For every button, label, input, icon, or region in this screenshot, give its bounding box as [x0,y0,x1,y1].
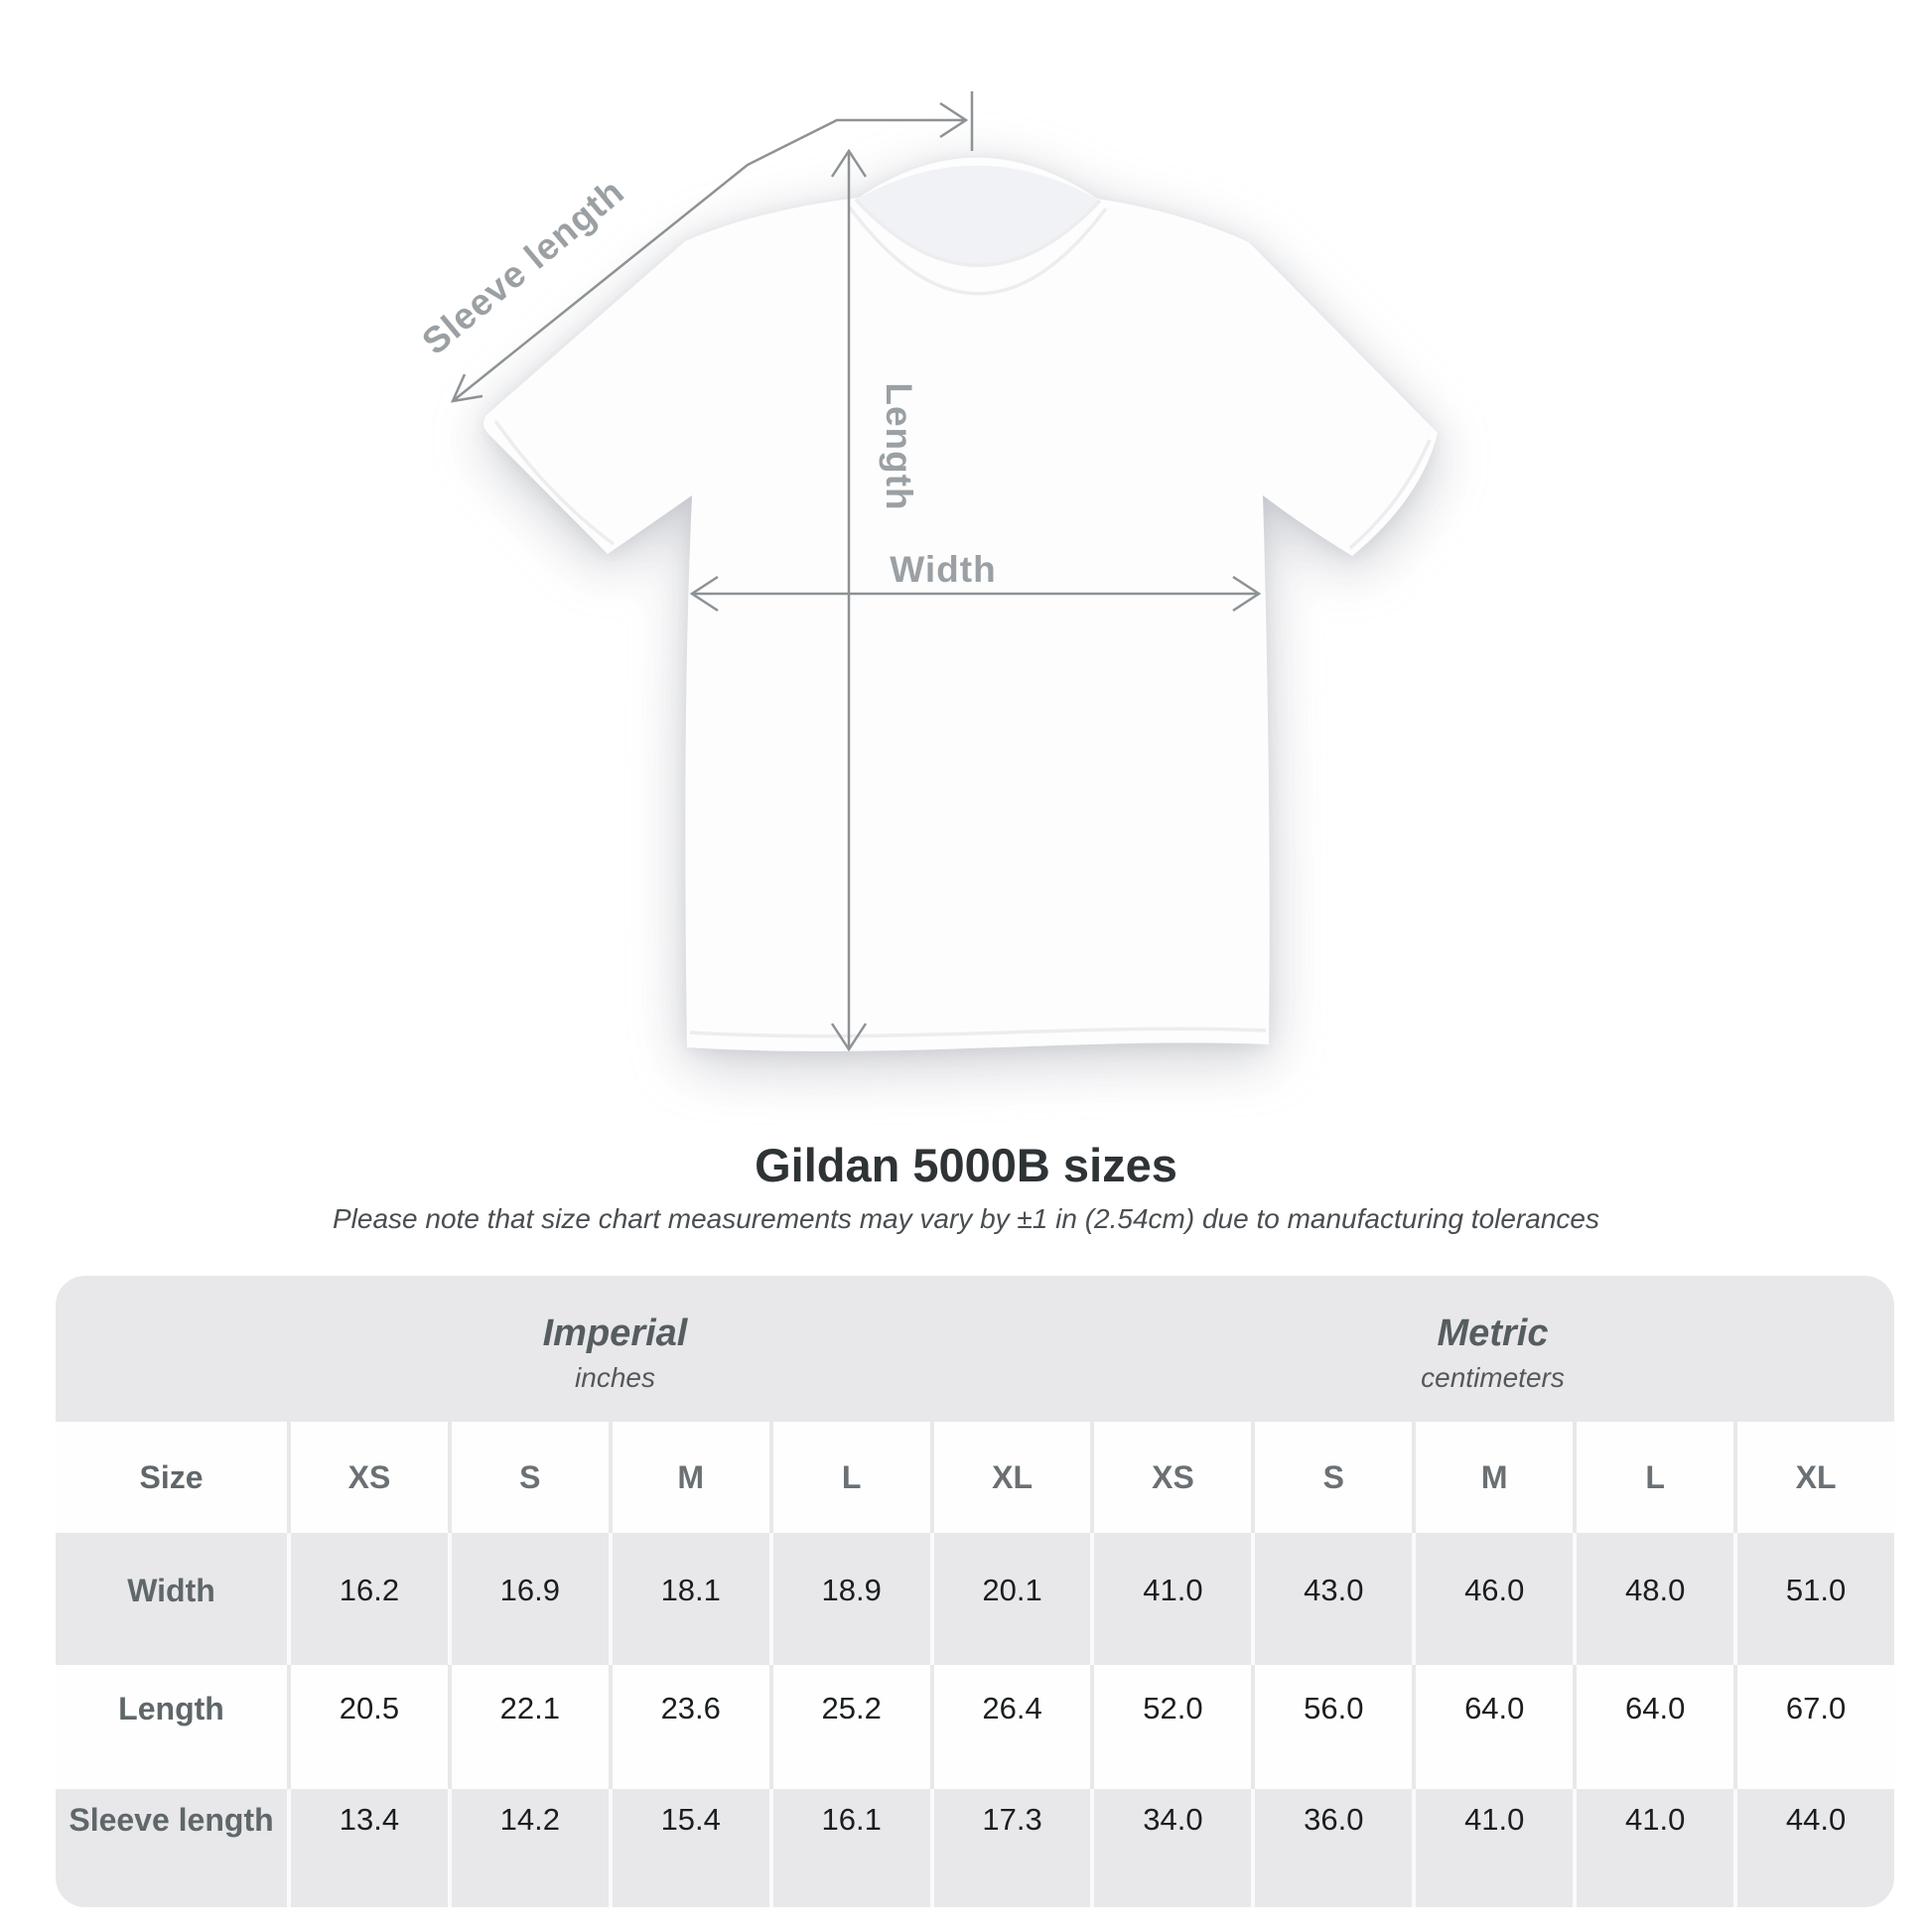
corner-header-size: Size [139,1458,204,1495]
cell-value: 13.4 [287,1789,448,1907]
width-label: Width [890,549,996,590]
cell-value: 25.2 [768,1665,930,1789]
width-arrow-right-icon [1232,575,1262,613]
sleeve-length-arrow-end-icon [450,373,483,403]
hem-seam [689,1027,1267,1038]
col-header-imperial-xs: XS [287,1422,448,1533]
cell-value: 41.0 [1412,1789,1573,1907]
unit-sub-metric: centimeters [1421,1361,1565,1393]
cell-value: 18.1 [608,1533,769,1665]
cell-value: 36.0 [1251,1789,1412,1907]
row-label: Length [118,1691,224,1726]
cell-value: 18.9 [768,1533,930,1665]
sleeve-length-line [452,118,966,402]
collar-outer-seam [848,206,1108,296]
table-row-width: Width 16.2 16.9 18.1 18.9 20.1 41.0 43.0… [56,1533,1894,1665]
cell-value: 22.1 [447,1665,609,1789]
cell-value: 14.2 [447,1789,609,1907]
length-measure: Length [830,148,919,1052]
col-header-imperial-m: M [608,1422,769,1533]
page-subtitle: Please note that size chart measurements… [333,1203,1599,1234]
length-arrow-down-icon [830,1023,868,1052]
cell-value: 23.6 [608,1665,769,1789]
cell-value: 15.4 [608,1789,769,1907]
row-label: Width [127,1573,215,1608]
unit-group-metric: Metric centimeters [1091,1276,1894,1422]
col-header-imperial-s: S [447,1422,609,1533]
size-table: Imperial inches Metric centimeters Size … [56,1276,1894,1907]
cell-value: 41.0 [1573,1789,1733,1907]
cell-value: 64.0 [1573,1665,1733,1789]
cell-value: 43.0 [1251,1533,1412,1665]
unit-sub-imperial: inches [575,1361,655,1393]
cell-value: 64.0 [1412,1665,1573,1789]
col-header-imperial-xl: XL [929,1422,1091,1533]
tshirt-diagram: Sleeve length Length Width [414,91,1438,1052]
cell-value: 52.0 [1090,1665,1251,1789]
width-arrow-left-icon [689,575,719,613]
page-title: Gildan 5000B sizes [755,1139,1177,1191]
cell-value: 67.0 [1733,1665,1894,1789]
row-label: Sleeve length [69,1802,274,1838]
cell-value: 46.0 [1412,1533,1573,1665]
collar-inner-seam [854,198,1102,267]
col-header-metric-xs: XS [1090,1422,1251,1533]
col-header-metric-xl: XL [1733,1422,1894,1533]
left-sleeve-seam [493,419,616,546]
header-row: Size XS S M L XL XS S M L XL [56,1422,1894,1533]
right-sleeve-seam [1348,439,1432,550]
tshirt-shape [483,157,1438,1051]
cell-value: 56.0 [1251,1665,1412,1789]
col-header-metric-s: S [1251,1422,1412,1533]
col-header-metric-m: M [1412,1422,1573,1533]
cell-value: 44.0 [1733,1789,1894,1907]
length-label: Length [879,382,919,510]
table-row-sleeve-length: Sleeve length 13.4 14.2 15.4 16.1 17.3 3… [56,1789,1894,1907]
cell-value: 34.0 [1090,1789,1251,1907]
cell-value: 20.5 [287,1665,448,1789]
width-measure: Width [689,549,1262,613]
cell-value: 16.1 [768,1789,930,1907]
unit-name-imperial: Imperial [542,1311,688,1354]
cell-value: 51.0 [1733,1533,1894,1665]
cell-value: 26.4 [929,1665,1091,1789]
cell-value: 16.2 [287,1533,448,1665]
cell-value: 17.3 [929,1789,1091,1907]
unit-name-metric: Metric [1437,1311,1549,1354]
length-arrow-up-icon [830,148,868,178]
cell-value: 48.0 [1573,1533,1733,1665]
cell-value: 16.9 [447,1533,609,1665]
col-header-metric-l: L [1573,1422,1733,1533]
table-row-length: Length 20.5 22.1 23.6 25.2 26.4 52.0 56.… [56,1665,1894,1789]
collar [856,165,1100,266]
col-header-imperial-l: L [768,1422,930,1533]
unit-band: Imperial inches Metric centimeters [56,1276,1894,1422]
sleeve-length-arrow-right-icon [939,101,969,139]
cell-value: 20.1 [929,1533,1091,1665]
cell-value: 41.0 [1090,1533,1251,1665]
unit-group-imperial: Imperial inches [56,1276,1091,1422]
